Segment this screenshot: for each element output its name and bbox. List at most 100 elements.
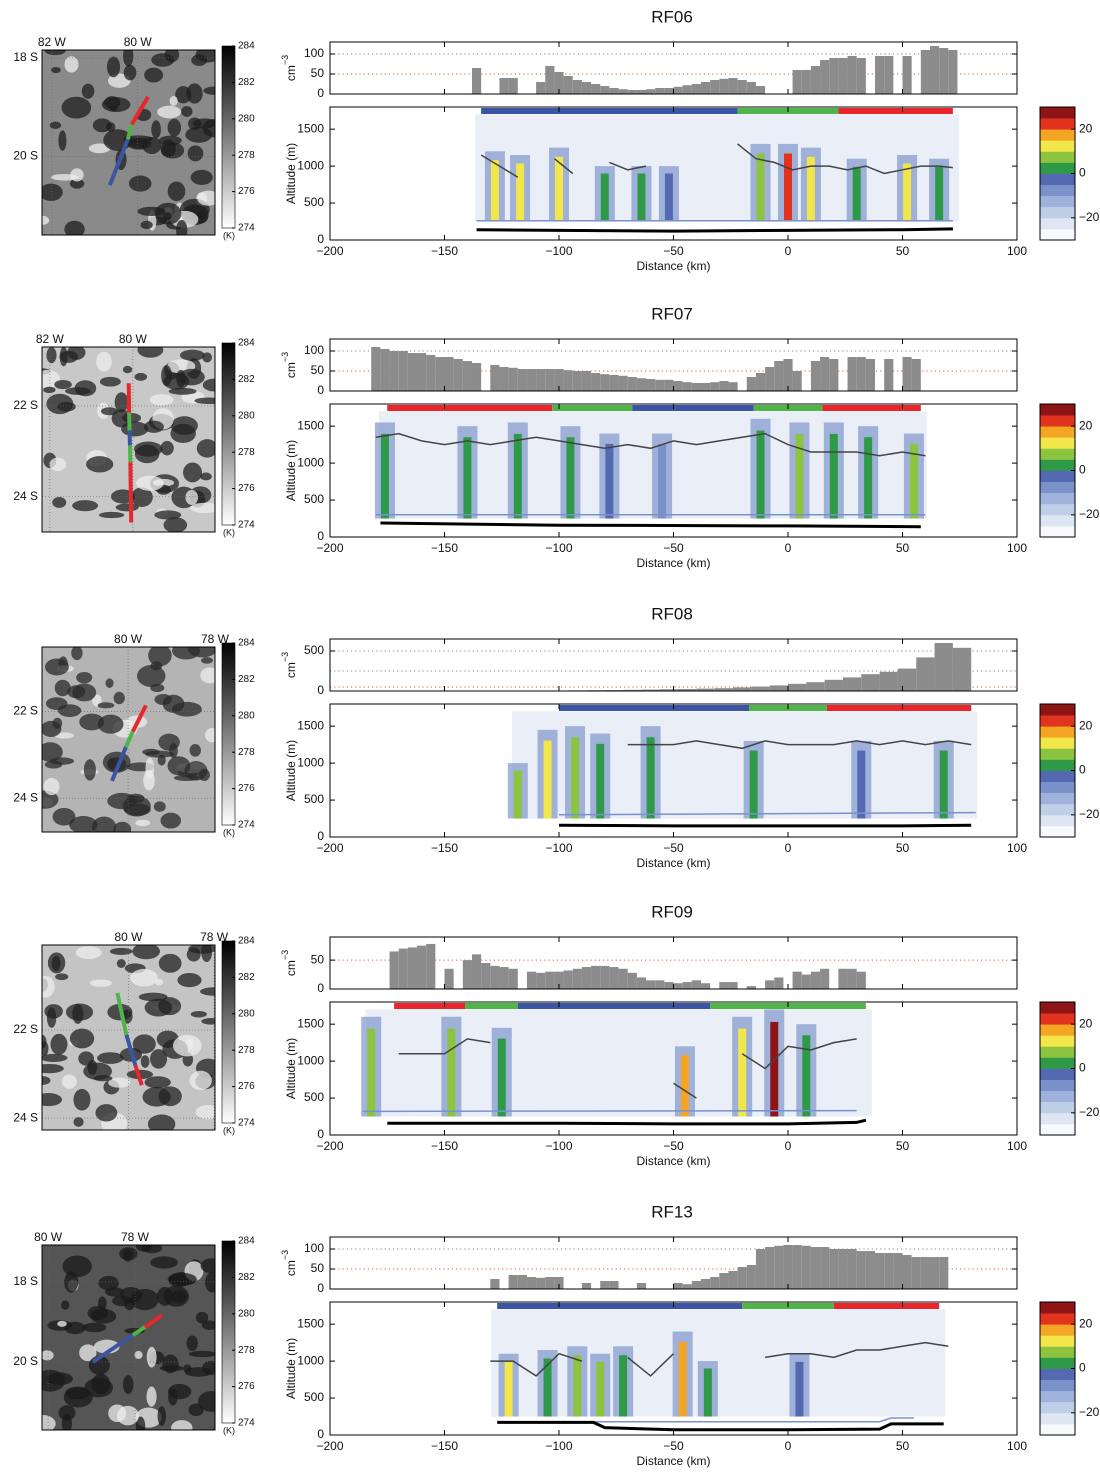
cloud-blob xyxy=(57,1320,67,1327)
map-colorbar-label: 280 xyxy=(238,410,255,421)
cloud-blob xyxy=(113,821,132,832)
colorbar-band xyxy=(1040,1401,1075,1414)
bar xyxy=(847,968,857,989)
cloud-blob xyxy=(46,1372,73,1386)
cloud-blob xyxy=(92,118,112,133)
y-axis-label: Altitude (m) xyxy=(284,440,298,501)
bar xyxy=(554,369,564,391)
cloud-blob xyxy=(65,1003,94,1021)
cloud-blob xyxy=(96,351,112,372)
x-tick-label: −100 xyxy=(545,1439,572,1453)
echo-core xyxy=(756,430,765,519)
bar xyxy=(609,1281,619,1289)
y-tick-label: 500 xyxy=(304,1090,324,1104)
colorbar-band xyxy=(1040,1090,1075,1103)
y-tick-label: 1000 xyxy=(297,1053,324,1067)
y-tick-label: 1500 xyxy=(297,121,324,135)
y-label-unit: cm xyxy=(284,65,298,81)
bar xyxy=(380,349,390,391)
cloud-blob xyxy=(199,472,212,481)
bar xyxy=(728,382,738,391)
y-label-unit: cm xyxy=(284,960,298,976)
bar xyxy=(389,351,399,391)
map-colorbar-label: 276 xyxy=(238,1081,255,1092)
colorbar-band xyxy=(1040,151,1075,163)
cloud-blob xyxy=(161,142,185,159)
bar xyxy=(939,48,949,94)
y-tick-label: 1000 xyxy=(297,158,324,172)
colorbar-band xyxy=(1040,1379,1075,1392)
map-colorbar-label: 284 xyxy=(238,936,255,947)
x-tick-label: 100 xyxy=(1007,841,1027,855)
map-colorbar xyxy=(221,1240,236,1424)
bar xyxy=(678,689,697,691)
lat-label: 22 S xyxy=(13,1022,38,1036)
cloud-blob xyxy=(150,1049,168,1069)
echo-core xyxy=(596,743,605,819)
bar xyxy=(902,357,912,391)
cloud-blob xyxy=(187,647,215,658)
colorbar-band xyxy=(1040,426,1075,438)
bar xyxy=(407,947,418,989)
cloud-blob xyxy=(171,1420,193,1430)
line-series xyxy=(627,740,972,750)
bar xyxy=(783,359,793,391)
cloud-blob xyxy=(198,768,210,781)
bar xyxy=(636,1283,647,1289)
cloud-blob xyxy=(54,732,74,739)
colorbar-label: 0 xyxy=(1079,763,1086,777)
bar xyxy=(810,971,821,989)
bar xyxy=(646,89,656,94)
bar xyxy=(545,971,555,989)
bar xyxy=(700,82,711,94)
radar-curtain xyxy=(365,1009,872,1117)
lon-label: 80 W xyxy=(119,332,148,346)
colorbar-band xyxy=(1040,437,1075,449)
cloud-blob xyxy=(130,1288,159,1311)
bar xyxy=(462,960,472,989)
y-tick-label: 1500 xyxy=(297,418,324,432)
bar xyxy=(916,657,935,691)
radar-curtain xyxy=(491,1309,946,1417)
x-tick-label: 50 xyxy=(896,1439,910,1453)
cloud-blob xyxy=(49,457,67,471)
map-unit: (K) xyxy=(223,827,235,837)
bar xyxy=(820,968,830,989)
bar xyxy=(856,58,866,94)
cloud-blob xyxy=(115,503,139,512)
cloud-blob xyxy=(135,819,150,827)
cloud-blob xyxy=(81,83,95,99)
cloud-blob xyxy=(151,120,161,139)
bar xyxy=(536,972,546,989)
cloud-blob xyxy=(185,489,199,505)
cloud-blob xyxy=(170,423,196,444)
cloud-blob xyxy=(200,987,215,996)
bar xyxy=(691,980,701,989)
bar xyxy=(444,357,454,391)
cloud-blob xyxy=(69,816,98,832)
bar xyxy=(710,80,720,94)
cloud-blob xyxy=(159,1365,184,1372)
y-tick-label: 50 xyxy=(311,952,325,966)
cloud-blob xyxy=(95,1104,118,1122)
bar xyxy=(682,85,692,94)
map-unit: (K) xyxy=(223,1125,235,1135)
cloud-blob xyxy=(131,487,153,508)
bar xyxy=(545,1277,555,1289)
cloud-blob xyxy=(201,1017,215,1025)
y-tick-label: 500 xyxy=(304,792,324,806)
map-colorbar xyxy=(221,45,236,229)
echo-core xyxy=(490,160,499,222)
bar xyxy=(733,687,752,691)
colorbar-band xyxy=(1040,415,1075,427)
x-tick-label: −200 xyxy=(316,1139,343,1153)
colorbar-band xyxy=(1040,1057,1075,1069)
cloud-blob xyxy=(65,1386,90,1400)
map-frame xyxy=(41,646,216,833)
flight-track xyxy=(131,1325,147,1337)
lat-label: 24 S xyxy=(13,1110,38,1124)
cloud-blob xyxy=(42,1053,68,1062)
colorbar-band xyxy=(1040,492,1075,505)
cloud-blob xyxy=(42,1063,64,1074)
bar xyxy=(856,1251,866,1289)
